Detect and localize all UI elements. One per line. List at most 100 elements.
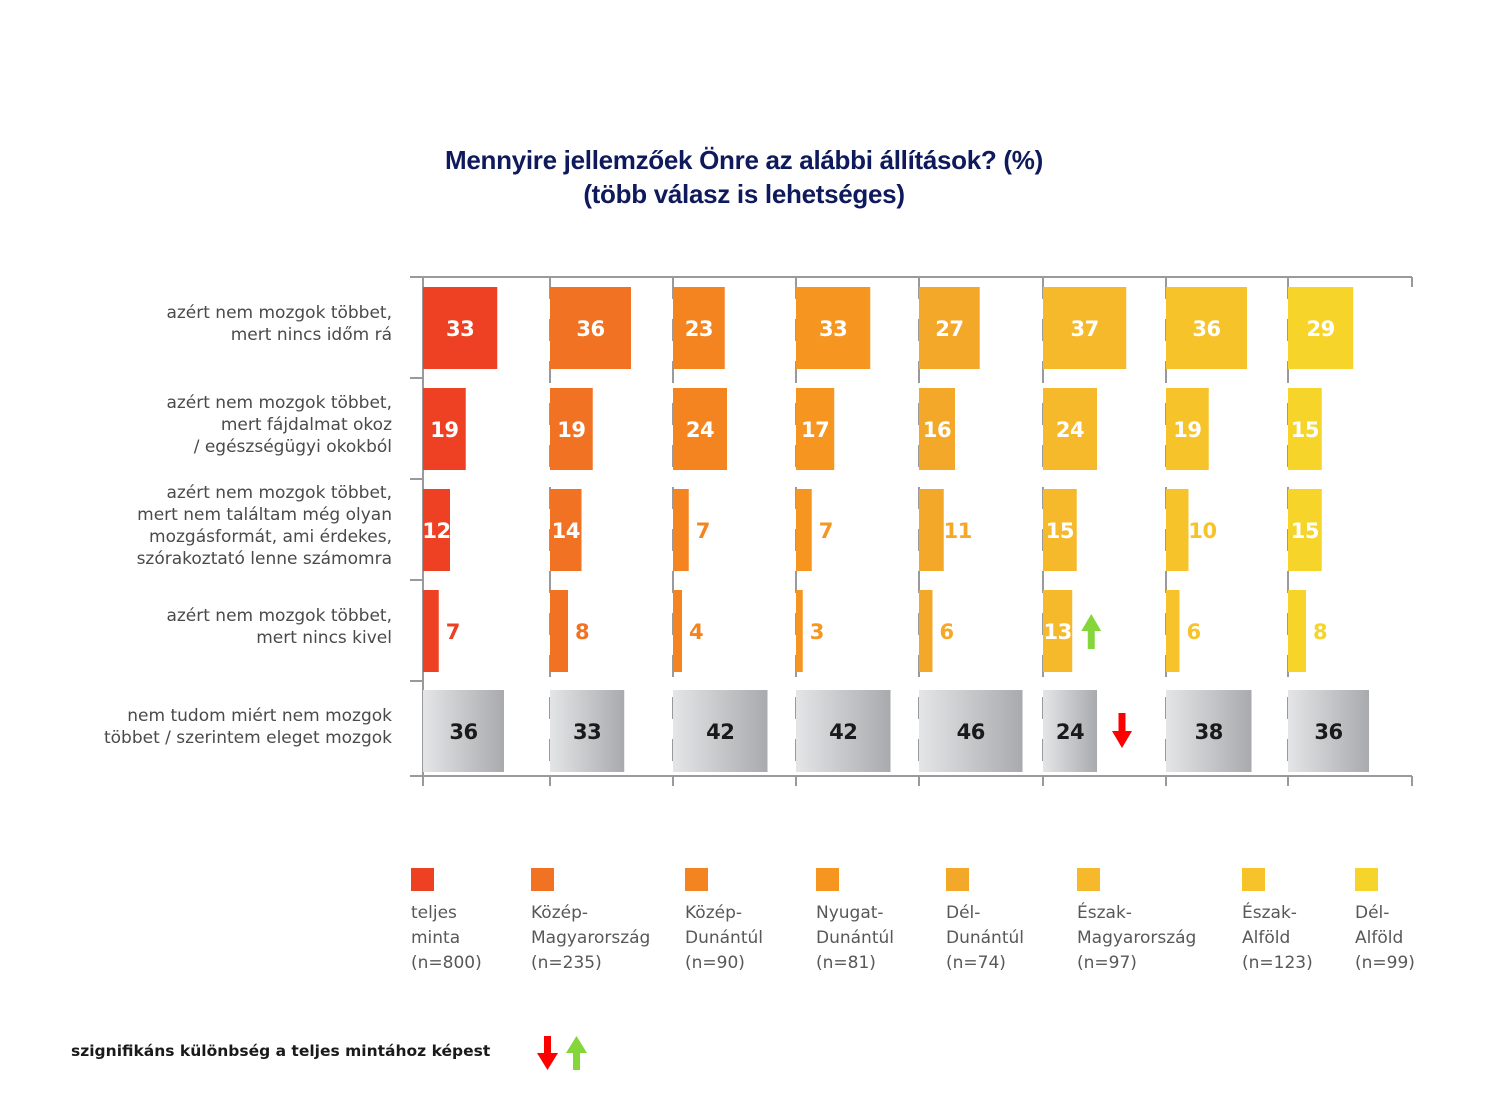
- legend-label-line: Nyugat-: [816, 903, 884, 923]
- bar: [796, 287, 871, 369]
- legend-label: Dél- Dunántúl (n=74): [946, 901, 1024, 976]
- bar: [550, 388, 593, 470]
- bar: [1288, 287, 1354, 369]
- legend-item: Észak- Magyarország (n=97): [1077, 868, 1196, 976]
- legend-item: Észak- Alföld (n=123): [1242, 868, 1313, 976]
- data-label: 16: [923, 418, 951, 442]
- legend-label: Észak- Alföld (n=123): [1242, 901, 1313, 976]
- bar: [1043, 388, 1097, 470]
- bar: [423, 590, 439, 672]
- legend-label-line: Magyarország: [1077, 928, 1197, 948]
- significance-legend-arrows: [537, 1036, 587, 1070]
- bar: [919, 690, 1023, 772]
- bar: [673, 489, 689, 571]
- legend-label: Közép- Magyarország (n=235): [531, 901, 650, 976]
- legend-label-line: Észak-: [1077, 903, 1132, 923]
- legend-label-line: Magyarország: [531, 928, 651, 948]
- bar: [423, 690, 504, 772]
- legend-item: Közép- Magyarország (n=235): [531, 868, 650, 976]
- data-label: 13: [1044, 620, 1072, 644]
- legend-label-line: (n=235): [531, 953, 602, 973]
- data-label: 24: [686, 418, 714, 442]
- category-label-line: azért nem mozgok többet,: [166, 483, 392, 503]
- category-label-line: mert nincs időm rá: [230, 325, 392, 345]
- legend-label-line: (n=800): [411, 953, 482, 973]
- bar: [423, 388, 466, 470]
- category-label-line: nem tudom miért nem mozgok: [127, 706, 392, 726]
- bar: [919, 489, 944, 571]
- data-label: 3: [810, 620, 824, 644]
- bar: [1288, 388, 1322, 470]
- data-label: 19: [557, 418, 585, 442]
- data-label: 8: [1313, 620, 1327, 644]
- data-label: 46: [957, 720, 985, 744]
- legend-item: Nyugat- Dunántúl (n=81): [816, 868, 894, 976]
- bar: [1166, 287, 1247, 369]
- bar: [1043, 287, 1127, 369]
- chart-title-block: Mennyire jellemzőek Önre az alábbi állít…: [0, 143, 1488, 211]
- legend-swatch: [816, 868, 839, 891]
- bar: [550, 590, 568, 672]
- legend-label-line: Észak-: [1242, 903, 1297, 923]
- bar: [673, 690, 768, 772]
- data-label: 37: [1071, 317, 1099, 341]
- bar: [550, 287, 631, 369]
- legend-label-line: (n=123): [1242, 953, 1313, 973]
- data-label: 36: [1192, 317, 1220, 341]
- legend-swatch: [411, 868, 434, 891]
- significance-footnote: szignifikáns különbség a teljes mintához…: [71, 1042, 491, 1060]
- data-label: 6: [1186, 620, 1200, 644]
- legend-label: Észak- Magyarország (n=97): [1077, 901, 1196, 976]
- data-label: 38: [1195, 720, 1223, 744]
- legend-label-line: Dél-: [1355, 903, 1390, 923]
- data-label: 15: [1046, 519, 1074, 543]
- category-label-line: mert fájdalmat okoz: [220, 415, 392, 435]
- data-label: 24: [1056, 418, 1084, 442]
- legend-item: Dél- Dunántúl (n=74): [946, 868, 1024, 976]
- bar: [796, 489, 812, 571]
- bar: [1166, 690, 1252, 772]
- bar: [423, 489, 450, 571]
- legend-item: Közép- Dunántúl (n=90): [685, 868, 763, 976]
- category-label-line: mozgásformát, ami érdekes,: [149, 527, 392, 547]
- bar: [919, 388, 955, 470]
- legend-label-line: (n=99): [1355, 953, 1415, 973]
- data-label: 33: [446, 317, 474, 341]
- bar: [796, 590, 803, 672]
- chart-title: Mennyire jellemzőek Önre az alábbi állít…: [445, 145, 1043, 175]
- category-label-line: / egészségügyi okokból: [193, 437, 392, 457]
- legend-label-line: Dél-: [946, 903, 981, 923]
- data-label: 29: [1307, 317, 1335, 341]
- data-label: 19: [1173, 418, 1201, 442]
- bar: [1288, 489, 1322, 571]
- legend-swatch: [531, 868, 554, 891]
- category-label-line: szórakoztató lenne számomra: [136, 549, 392, 569]
- legend-label-line: (n=81): [816, 953, 876, 973]
- legend-label-line: Közép-: [531, 903, 589, 923]
- chart-subtitle: (több válasz is lehetséges): [583, 179, 905, 209]
- data-label: 42: [706, 720, 734, 744]
- legend-label-line: Dunántúl: [685, 928, 763, 948]
- bar: [919, 287, 980, 369]
- category-label: nem tudom miért nem mozgok többet / szeri…: [104, 705, 392, 749]
- legend-label-line: Alföld: [1242, 928, 1291, 948]
- legend-label-line: (n=74): [946, 953, 1006, 973]
- legend-label: Nyugat- Dunántúl (n=81): [816, 901, 894, 976]
- category-label-line: többet / szerintem eleget mozgok: [103, 728, 392, 748]
- data-label: 27: [935, 317, 963, 341]
- bar: [550, 690, 625, 772]
- bar: [1043, 690, 1097, 772]
- arrow-down-icon: [1112, 713, 1132, 748]
- bar: [673, 590, 682, 672]
- data-label: 11: [944, 519, 972, 543]
- data-label: 23: [685, 317, 713, 341]
- legend-label-line: Dunántúl: [946, 928, 1024, 948]
- bar: [919, 590, 933, 672]
- arrow-down-icon: [537, 1036, 558, 1070]
- arrow-up-icon: [566, 1036, 587, 1070]
- legend-label-line: teljes: [411, 903, 457, 923]
- data-label: 42: [829, 720, 857, 744]
- category-label: azért nem mozgok többet, mert nincs időm …: [166, 302, 392, 346]
- bar: [673, 388, 727, 470]
